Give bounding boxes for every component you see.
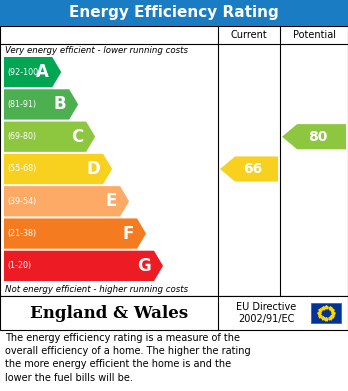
Text: The energy efficiency rating is a measure of the
overall efficiency of a home. T: The energy efficiency rating is a measur… <box>5 333 251 383</box>
Polygon shape <box>4 57 61 87</box>
Text: Very energy efficient - lower running costs: Very energy efficient - lower running co… <box>5 46 188 55</box>
Bar <box>0 0 348 26</box>
Text: B: B <box>54 95 66 113</box>
Text: A: A <box>36 63 49 81</box>
Text: E: E <box>106 192 117 210</box>
Text: D: D <box>86 160 100 178</box>
Polygon shape <box>4 219 146 249</box>
Text: (55-68): (55-68) <box>7 165 36 174</box>
Polygon shape <box>4 186 129 217</box>
Bar <box>311 303 341 323</box>
Polygon shape <box>4 251 163 281</box>
Text: Potential: Potential <box>293 30 335 40</box>
Text: (1-20): (1-20) <box>7 261 31 270</box>
Text: (69-80): (69-80) <box>7 132 36 141</box>
Text: 80: 80 <box>308 130 327 144</box>
Bar <box>0 296 348 330</box>
Polygon shape <box>4 89 78 120</box>
Polygon shape <box>220 156 278 181</box>
Polygon shape <box>4 154 112 184</box>
Text: F: F <box>122 224 134 242</box>
Text: England & Wales: England & Wales <box>30 305 188 321</box>
Bar <box>0 26 348 296</box>
Text: (21-38): (21-38) <box>7 229 36 238</box>
Text: Not energy efficient - higher running costs: Not energy efficient - higher running co… <box>5 285 188 294</box>
Text: (92-100): (92-100) <box>7 68 41 77</box>
Polygon shape <box>282 124 346 149</box>
Text: (39-54): (39-54) <box>7 197 36 206</box>
Text: EU Directive
2002/91/EC: EU Directive 2002/91/EC <box>236 302 296 324</box>
Polygon shape <box>4 122 95 152</box>
Text: (81-91): (81-91) <box>7 100 36 109</box>
Text: G: G <box>137 257 151 275</box>
Text: 66: 66 <box>243 162 262 176</box>
Text: C: C <box>71 128 83 146</box>
Text: Energy Efficiency Rating: Energy Efficiency Rating <box>69 5 279 20</box>
Text: Current: Current <box>231 30 267 40</box>
